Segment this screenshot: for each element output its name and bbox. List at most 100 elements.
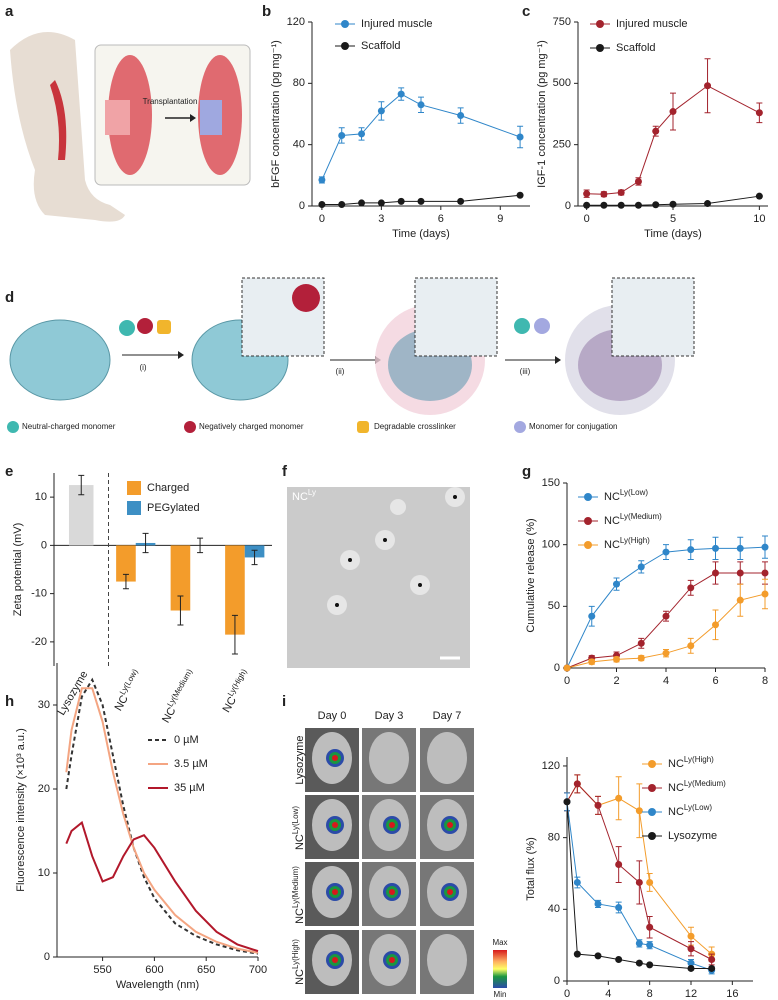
- error-bar: [177, 595, 184, 626]
- row-base: NC: [294, 908, 306, 924]
- data-point: [615, 955, 623, 963]
- y-tick-label: 40: [548, 903, 560, 915]
- column-label: Day 3: [375, 710, 404, 722]
- series-line: [65, 677, 259, 955]
- data-point: [687, 964, 695, 972]
- legend-swatch: [127, 481, 141, 495]
- error-bar: [251, 549, 258, 566]
- legend-label: NCLy(Medium): [604, 512, 662, 527]
- y-axis-label: bFGF concentration (pg mg⁻¹): [270, 40, 282, 188]
- data-point: [594, 900, 602, 908]
- legend-label: NCLy(High): [604, 536, 650, 551]
- data-point: [755, 192, 763, 200]
- x-tick-label: 16: [726, 988, 738, 1000]
- data-point: [617, 201, 625, 209]
- legend-label-base: 35 µM: [174, 782, 205, 794]
- data-point: [634, 201, 642, 209]
- error-bar: [231, 614, 238, 655]
- y-tick-label: 120: [542, 760, 560, 772]
- legend-label: Injured muscle: [616, 18, 688, 30]
- data-point: [417, 197, 425, 205]
- data-point: [736, 569, 744, 577]
- mouse: [427, 934, 467, 986]
- x-tick-label: 8: [762, 675, 768, 687]
- legend-label: NCLy(Medium): [668, 779, 726, 794]
- data-point: [669, 200, 677, 208]
- data-point: [687, 642, 695, 650]
- y-tick-label: 10: [35, 491, 47, 503]
- category-label-sup: Ly(High): [226, 667, 249, 698]
- data-point: [318, 176, 326, 184]
- data-point: [687, 584, 695, 592]
- x-tick-label: 8: [647, 988, 653, 1000]
- y-tick-label: 10: [38, 867, 50, 879]
- data-point: [588, 658, 596, 666]
- legend-marker: [584, 541, 592, 549]
- x-tick-label: 700: [249, 964, 267, 976]
- legend-label-base: NC: [668, 758, 684, 770]
- step-label: (iii): [520, 367, 531, 376]
- legend-marker: [341, 42, 349, 50]
- label-sup: Ly: [308, 488, 316, 497]
- x-tick-label: 2: [613, 675, 619, 687]
- legend-label: NCLy(Low): [604, 488, 648, 503]
- data-point: [516, 133, 524, 141]
- signal: [447, 889, 453, 895]
- data-point: [635, 959, 643, 967]
- column-label: Day 7: [433, 710, 462, 722]
- legend-label: 35 µM: [174, 782, 205, 794]
- y-tick-label: 150: [542, 477, 560, 489]
- data-point: [600, 190, 608, 198]
- y-tick-label: 40: [293, 139, 305, 151]
- data-point: [736, 596, 744, 604]
- legend-label: Lysozyme: [668, 830, 717, 842]
- legend-label-sup: Ly(Medium): [684, 779, 726, 788]
- category-label: NCLy(Medium): [158, 667, 200, 725]
- error-bar: [122, 573, 129, 590]
- x-tick-label: 4: [605, 988, 611, 1000]
- legend-label-base: 0 µM: [174, 734, 199, 746]
- legend-label-sup: Ly(Medium): [620, 512, 662, 521]
- legend-label-base: NC: [604, 539, 620, 551]
- category-label-base: NC: [160, 705, 178, 725]
- data-point: [704, 82, 712, 90]
- y-tick-label: 250: [553, 139, 571, 151]
- x-tick-label: 3: [378, 213, 384, 225]
- y-axis-label: Fluorescence intensity (×10³ a.u.): [15, 728, 27, 892]
- legend-marker: [596, 20, 604, 28]
- data-point: [583, 190, 591, 198]
- x-tick-label: 550: [93, 964, 111, 976]
- data-point: [613, 655, 620, 663]
- data-point: [712, 569, 719, 577]
- data-point: [669, 108, 677, 116]
- data-point: [662, 548, 670, 556]
- data-point: [635, 878, 643, 886]
- data-point: [615, 861, 623, 869]
- legend-label: 0 µM: [174, 734, 199, 746]
- data-point: [377, 107, 385, 115]
- category-label-base: NC: [112, 693, 130, 713]
- data-point: [563, 798, 571, 806]
- legend-label: Neutral-charged monomer: [22, 422, 116, 431]
- data-point: [615, 794, 623, 802]
- data-point: [687, 932, 695, 940]
- row-base: NC: [294, 969, 306, 985]
- legend-label-base: NC: [668, 782, 684, 794]
- x-tick-label: 9: [497, 213, 503, 225]
- data-point: [457, 112, 465, 120]
- data-point: [761, 590, 769, 598]
- legend-label: NCLy(Low): [668, 803, 712, 818]
- data-point: [755, 109, 763, 117]
- data-point: [594, 952, 602, 960]
- y-axis-label: Cumulative release (%): [525, 518, 537, 632]
- y-tick-label: -20: [31, 636, 47, 648]
- row-label: NCLy(High): [291, 939, 306, 985]
- micrograph: [287, 487, 470, 668]
- legend-marker: [648, 760, 656, 768]
- y-tick-label: 50: [548, 600, 560, 612]
- legend-label-base: Injured muscle: [361, 18, 433, 30]
- panel-label: g: [522, 463, 531, 480]
- series-line: [65, 820, 259, 953]
- y-tick-label: 0: [299, 200, 305, 212]
